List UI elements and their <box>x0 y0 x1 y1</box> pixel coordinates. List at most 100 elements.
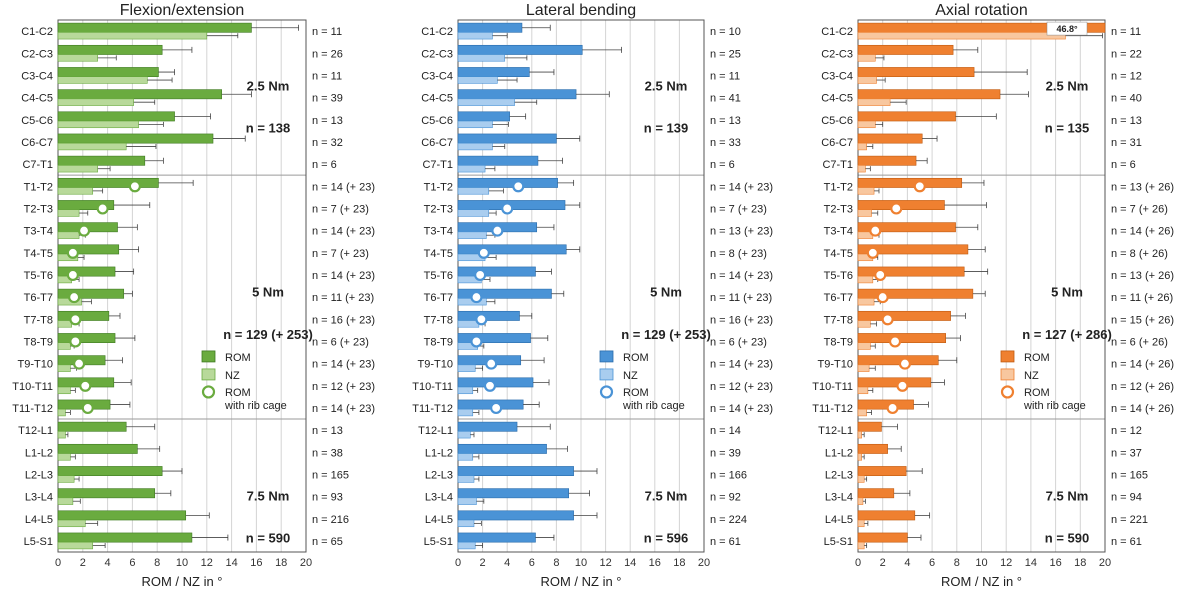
flexion-nz-bar <box>57 209 80 217</box>
lateral-nz-bar <box>457 541 476 550</box>
flexion-group-n-label: n = 138 <box>246 121 290 136</box>
axial-plot-frame <box>857 19 1106 553</box>
axial-rom-bar <box>857 488 895 499</box>
axial-nz-bar <box>857 32 1066 40</box>
axial-group-n-label: n = 590 <box>1045 531 1089 546</box>
flexion-n-label: n = 165 <box>312 469 349 481</box>
lateral-category-label: T1-T2 <box>424 181 453 193</box>
lateral-x-tick-label: 10 <box>575 557 587 569</box>
flexion-category-label: T2-T3 <box>24 203 53 215</box>
lateral-rib-cage-marker <box>474 268 487 282</box>
flexion-x-tick-label: 20 <box>300 557 312 569</box>
lateral-category-label: L3-L4 <box>425 492 453 504</box>
axial-rib-cage-marker <box>898 357 912 370</box>
axial-n-label: n = 94 <box>1111 492 1142 504</box>
lateral-rom-bar <box>457 532 536 543</box>
axial-legend-nz-swatch <box>1000 368 1015 381</box>
axial-n-label: n = 12 <box>1111 425 1142 437</box>
axial-x-tick-label: 16 <box>1049 557 1061 569</box>
flexion-nz-bar <box>57 98 134 106</box>
lateral-nz-bar <box>457 475 475 483</box>
axial-x-tick-label: 0 <box>855 557 861 569</box>
axial-nz-bar <box>857 497 864 505</box>
flexion-rib-cage-marker <box>128 180 141 193</box>
axial-x-tick-label: 10 <box>975 557 987 569</box>
axial-nz-bar <box>857 120 876 129</box>
flexion-rom-bar <box>57 421 127 432</box>
flexion-x-tick-label: 14 <box>225 557 237 569</box>
lateral-n-label: n = 224 <box>710 514 747 526</box>
lateral-category-label: T11-T12 <box>412 403 453 415</box>
flexion-title: Flexion/extension <box>120 2 245 19</box>
axial-category-label: T12-L1 <box>818 425 853 437</box>
flexion-nz-bar <box>57 142 127 151</box>
lateral-nz-bar <box>457 431 471 439</box>
flexion-rom-bar <box>57 310 110 321</box>
lateral-n-label: n = 14 (+ 23) <box>710 359 773 371</box>
flexion-load-label: 7.5 Nm <box>247 489 290 504</box>
axial-nz-bar <box>857 209 872 217</box>
axial-rib-cage-marker <box>913 180 926 193</box>
flexion-category-label: C4-C5 <box>21 93 53 105</box>
flexion-rom-bar <box>57 443 138 454</box>
axial-n-label: n = 12 (+ 26) <box>1111 381 1174 393</box>
flexion-category-label: T10-T11 <box>12 381 53 393</box>
flexion-category-label: L3-L4 <box>25 492 53 504</box>
flexion-n-label: n = 38 <box>312 447 343 459</box>
axial-rom-bar <box>857 44 954 55</box>
axial-nz-bar <box>857 187 875 195</box>
axial-rom-bar <box>857 421 882 432</box>
flexion-nz-bar <box>57 187 94 195</box>
flexion-group-n-label: n = 129 (+ 253) <box>223 327 313 342</box>
flexion-category-label: T6-T7 <box>24 292 53 304</box>
lateral-rom-bar <box>457 22 523 33</box>
flexion-n-label: n = 11 <box>312 26 342 38</box>
axial-nz-bar <box>857 275 874 284</box>
lateral-load-label: 2.5 Nm <box>645 79 688 94</box>
axial-load-label: 2.5 Nm <box>1046 79 1089 94</box>
flexion-x-tick-label: 12 <box>201 557 213 569</box>
axial-annotation-box <box>1046 21 1088 36</box>
flexion-n-label: n = 39 <box>312 93 343 105</box>
flexion-nz-bar <box>57 231 80 239</box>
lateral-category-label: L2-L3 <box>425 469 453 481</box>
lateral-nz-bar <box>457 142 493 151</box>
flexion-n-label: n = 32 <box>312 137 343 149</box>
lateral-x-tick-label: 18 <box>673 557 685 569</box>
flexion-x-axis-label: ROM / NZ in ° <box>141 574 222 589</box>
flexion-category-label: T1-T2 <box>24 181 53 193</box>
flexion-rib-cage-marker <box>81 401 94 415</box>
flexion-x-tick-label: 6 <box>129 557 135 569</box>
axial-rib-cage-marker <box>876 290 889 304</box>
axial-legend-rom-swatch <box>1000 350 1015 363</box>
axial-n-label: n = 7 (+ 26) <box>1111 203 1168 215</box>
lateral-x-axis-label: ROM / NZ in ° <box>540 574 621 589</box>
flexion-rib-cage-marker <box>68 290 81 304</box>
flexion-category-label: C3-C4 <box>21 70 53 82</box>
axial-category-label: C4-C5 <box>821 93 853 105</box>
axial-n-label: n = 13 (+ 26) <box>1111 181 1174 193</box>
axial-nz-bar <box>857 342 871 350</box>
flexion-nz-bar <box>57 431 66 439</box>
axial-rom-bar <box>857 177 963 188</box>
flexion-nz-bar <box>57 342 71 350</box>
lateral-rom-bar <box>457 488 569 499</box>
flexion-category-label: L2-L3 <box>25 469 53 481</box>
flexion-nz-bar <box>57 320 72 328</box>
lateral-legend-rom-label: ROM <box>623 352 649 364</box>
lateral-legend-rom-swatch <box>599 350 614 363</box>
flexion-category-label: L5-S1 <box>24 536 53 548</box>
lateral-rom-bar <box>457 443 547 454</box>
flexion-x-tick-label: 8 <box>154 557 160 569</box>
lateral-rib-cage-marker <box>491 224 504 237</box>
axial-n-label: n = 14 (+ 26) <box>1111 403 1174 415</box>
axial-category-label: T5-T6 <box>824 270 853 282</box>
lateral-nz-bar <box>457 165 486 173</box>
flexion-rom-bar <box>57 288 125 299</box>
axial-n-label: n = 11 (+ 26) <box>1111 292 1173 304</box>
lateral-x-tick-label: 20 <box>698 557 710 569</box>
flexion-rom-bar <box>57 44 163 55</box>
lateral-category-label: T4-T5 <box>424 248 453 260</box>
flexion-rom-bar <box>57 89 222 100</box>
